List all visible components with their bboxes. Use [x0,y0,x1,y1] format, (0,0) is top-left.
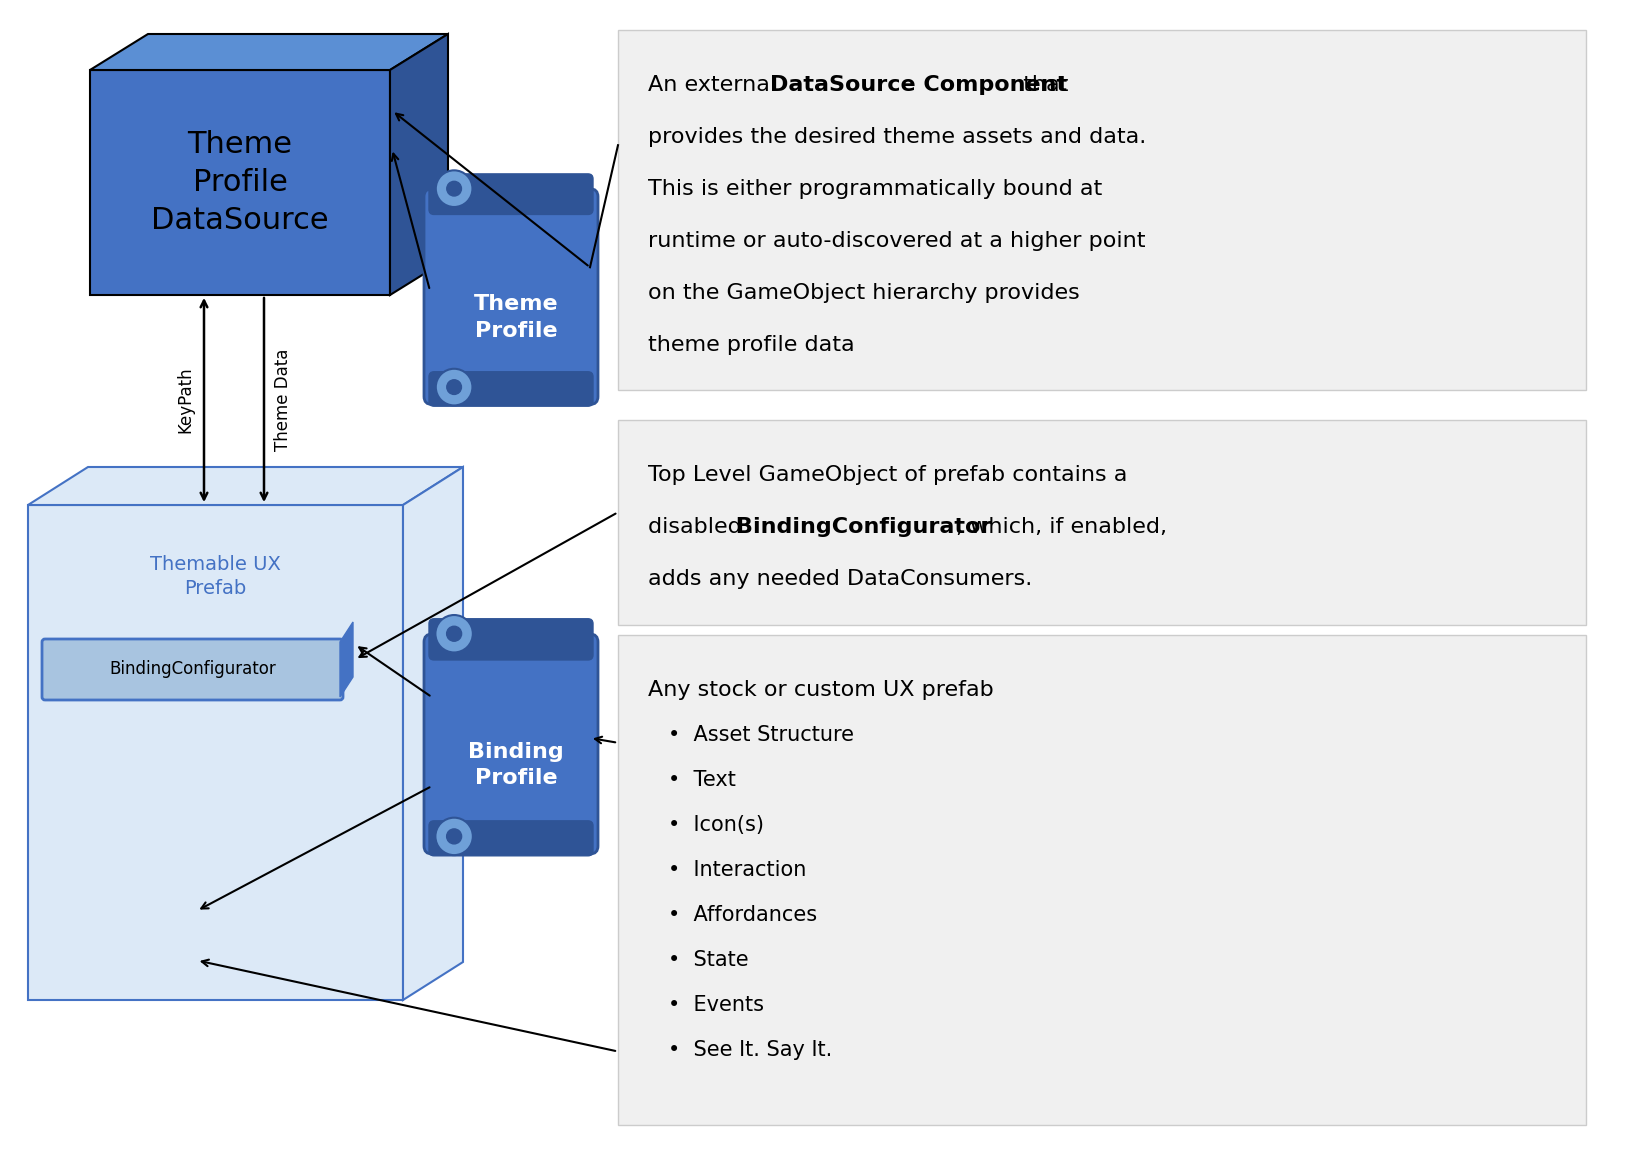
Circle shape [446,182,461,196]
Text: •  State: • State [667,950,749,970]
Circle shape [435,616,472,653]
FancyBboxPatch shape [430,371,593,406]
Polygon shape [404,467,462,1000]
Text: DataSource Component: DataSource Component [770,75,1066,95]
Polygon shape [28,504,404,1000]
Text: Theme Data: Theme Data [274,348,291,451]
Circle shape [436,170,472,207]
Polygon shape [619,30,1586,390]
FancyBboxPatch shape [430,820,593,856]
FancyBboxPatch shape [42,639,344,700]
Text: on the GameObject hierarchy provides: on the GameObject hierarchy provides [648,283,1079,303]
Text: •  See It. Say It.: • See It. Say It. [667,1040,832,1060]
Circle shape [446,828,462,843]
Text: theme profile data: theme profile data [648,336,855,355]
Polygon shape [619,420,1586,625]
Text: BindingConfigurator: BindingConfigurator [109,661,275,678]
FancyBboxPatch shape [430,619,593,659]
Text: , which, if enabled,: , which, if enabled, [956,517,1167,537]
Text: This is either programmatically bound at: This is either programmatically bound at [648,179,1102,199]
Polygon shape [340,622,353,697]
Circle shape [446,379,461,395]
Text: provides the desired theme assets and data.: provides the desired theme assets and da… [648,127,1146,147]
FancyBboxPatch shape [430,174,593,214]
Circle shape [436,369,472,405]
Text: runtime or auto-discovered at a higher point: runtime or auto-discovered at a higher p… [648,231,1146,251]
FancyBboxPatch shape [423,189,597,405]
Text: •  Asset Structure: • Asset Structure [667,725,855,745]
Text: Any stock or custom UX prefab: Any stock or custom UX prefab [648,680,993,700]
Text: adds any needed DataConsumers.: adds any needed DataConsumers. [648,569,1032,589]
Text: BindingConfigurator: BindingConfigurator [736,517,991,537]
Polygon shape [391,34,448,295]
Text: Themable UX
Prefab: Themable UX Prefab [150,555,282,597]
Text: •  Events: • Events [667,995,764,1015]
Text: KeyPath: KeyPath [176,367,194,434]
Text: Top Level GameObject of prefab contains a: Top Level GameObject of prefab contains … [648,465,1127,485]
FancyBboxPatch shape [423,634,597,854]
Text: that: that [1016,75,1068,95]
Text: Binding
Profile: Binding Profile [469,742,563,788]
Text: •  Interaction: • Interaction [667,860,806,880]
Circle shape [435,818,472,855]
Polygon shape [619,635,1586,1125]
Text: •  Text: • Text [667,771,736,790]
Polygon shape [90,34,448,71]
Text: disabled: disabled [648,517,749,537]
Circle shape [446,626,462,641]
Polygon shape [28,467,462,504]
Text: Theme
Profile
DataSource: Theme Profile DataSource [151,130,329,235]
Text: •  Affordances: • Affordances [667,905,817,924]
Polygon shape [90,71,391,295]
Text: An external: An external [648,75,783,95]
Text: Theme
Profile: Theme Profile [474,294,558,340]
Text: •  Icon(s): • Icon(s) [667,815,764,835]
